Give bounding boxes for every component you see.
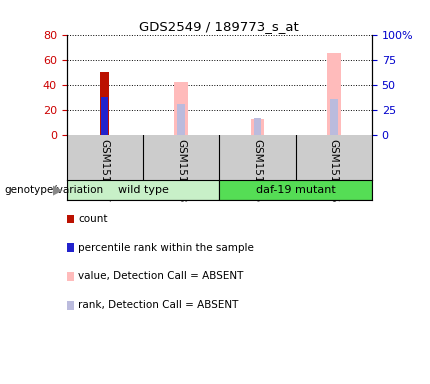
Text: rank, Detection Call = ABSENT: rank, Detection Call = ABSENT — [78, 300, 238, 310]
Text: GSM151746: GSM151746 — [329, 139, 339, 202]
Text: count: count — [78, 214, 108, 224]
Text: GSM151747: GSM151747 — [100, 139, 110, 202]
Text: ▶: ▶ — [53, 183, 62, 196]
Text: GSM151745: GSM151745 — [252, 139, 262, 202]
Bar — [100, 72, 109, 135]
Bar — [67, 180, 219, 200]
Text: value, Detection Call = ABSENT: value, Detection Call = ABSENT — [78, 271, 243, 281]
Bar — [327, 53, 341, 135]
Bar — [219, 180, 372, 200]
Text: percentile rank within the sample: percentile rank within the sample — [78, 243, 254, 253]
Text: wild type: wild type — [117, 185, 169, 195]
Title: GDS2549 / 189773_s_at: GDS2549 / 189773_s_at — [139, 20, 299, 33]
Bar — [330, 99, 338, 135]
Bar — [251, 119, 264, 135]
Text: GSM151748: GSM151748 — [176, 139, 186, 202]
Bar — [177, 104, 185, 135]
Bar — [101, 98, 108, 135]
Text: genotype/variation: genotype/variation — [4, 185, 104, 195]
Text: daf-19 mutant: daf-19 mutant — [256, 185, 335, 195]
Bar — [174, 83, 188, 135]
Bar — [254, 118, 261, 135]
